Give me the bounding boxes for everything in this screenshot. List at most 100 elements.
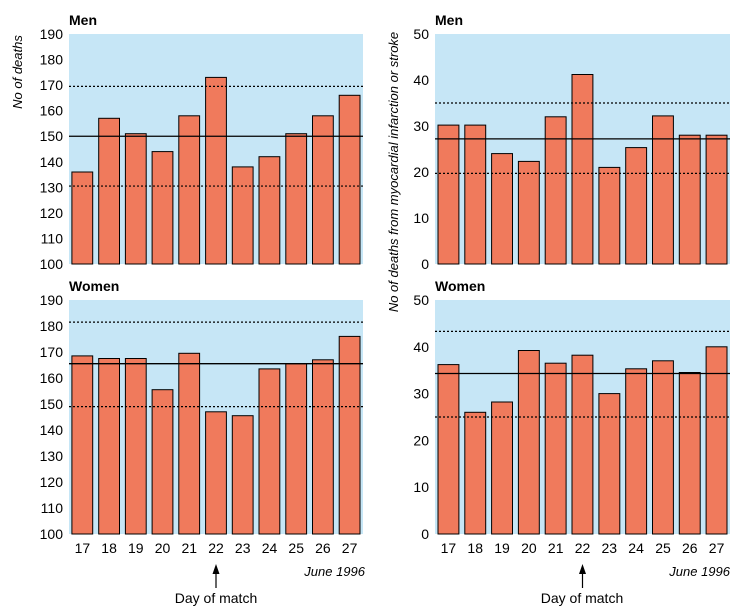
- men-mi-stroke-bar-22: [571, 74, 594, 265]
- women-deaths-xtick-label: 22: [208, 540, 224, 556]
- date-note-right: June 1996: [668, 564, 730, 579]
- women-deaths-bar-17: [71, 355, 94, 535]
- women-deaths-bar-23: [231, 415, 254, 535]
- men-deaths-ytick-label: 160: [40, 103, 64, 119]
- women-deaths-xtick-label: 18: [101, 540, 117, 556]
- women-deaths-bar-26: [312, 359, 334, 535]
- women-deaths-xtick-label: 24: [262, 540, 278, 556]
- women-deaths-ytick-label: 180: [40, 318, 64, 334]
- women-mi-stroke-xtick-label: 19: [494, 540, 510, 556]
- women-deaths-ytick-label: 150: [40, 396, 64, 412]
- women-mi-stroke-ytick-label: 50: [413, 292, 429, 308]
- women-deaths-ytick-label: 130: [40, 448, 64, 464]
- men-mi-stroke-title: Men: [435, 12, 463, 28]
- men-deaths-bar-22: [205, 76, 227, 265]
- men-deaths-ytick-label: 190: [40, 26, 64, 42]
- men-deaths-ytick-label: 170: [40, 77, 64, 93]
- women-mi-stroke-bar-19: [491, 401, 514, 535]
- women-mi-stroke-xtick-label: 18: [467, 540, 483, 556]
- women-mi-stroke-xtick-label: 17: [441, 540, 457, 556]
- men-deaths-bar-23: [231, 166, 254, 265]
- men-mi-stroke-ytick-label: 20: [413, 164, 429, 180]
- women-deaths-ytick-label: 170: [40, 344, 64, 360]
- match-arrow-head-right: [579, 564, 586, 574]
- women-mi-stroke-ytick-label: 0: [421, 526, 429, 542]
- women-deaths-panel: Women 100 110 120 130 140 150 160 170 180 190 17 18 1…: [40, 278, 363, 556]
- men-mi-stroke-bar-18: [464, 124, 487, 265]
- women-deaths-xtick-label: 17: [75, 540, 91, 556]
- men-deaths-panel: Men 100 110 120 130 140 150 160 170 180 190: [40, 12, 363, 272]
- women-mi-stroke-ytick-label: 40: [413, 339, 429, 355]
- men-mi-stroke-bar-20: [517, 160, 540, 265]
- women-deaths-xtick-label: 25: [288, 540, 304, 556]
- women-deaths-bar-25: [285, 363, 308, 535]
- right-y-axis-label: No of deaths from myocardial infarction …: [386, 32, 401, 312]
- men-mi-stroke-ytick-label: 50: [413, 26, 429, 42]
- date-note-left: June 1996: [303, 564, 365, 579]
- women-deaths-ytick-label: 160: [40, 370, 64, 386]
- women-mi-stroke-ytick-label: 10: [413, 479, 429, 495]
- men-deaths-bar-25: [285, 133, 308, 265]
- men-mi-stroke-bar-23: [598, 166, 621, 265]
- men-deaths-ytick-label: 130: [40, 179, 64, 195]
- men-deaths-bar-26: [312, 115, 334, 265]
- women-deaths-xtick-label: 20: [155, 540, 171, 556]
- women-deaths-xtick-label: 26: [315, 540, 331, 556]
- women-deaths-bar-19: [124, 358, 147, 535]
- women-deaths-bar-22: [205, 411, 227, 535]
- match-arrow-head-left: [212, 564, 220, 574]
- men-mi-stroke-ytick-label: 0: [421, 256, 429, 272]
- women-mi-stroke-ytick-label: 20: [413, 432, 429, 448]
- match-label-right: Day of match: [541, 590, 623, 606]
- women-mi-stroke-xtick-label: 21: [548, 540, 564, 556]
- women-deaths-xtick-label: 19: [128, 540, 144, 556]
- men-deaths-bar-21: [178, 115, 201, 265]
- women-mi-stroke-xtick-label: 24: [628, 540, 644, 556]
- women-mi-stroke-bar-17: [437, 364, 460, 535]
- women-deaths-ytick-label: 140: [40, 422, 64, 438]
- women-mi-stroke-ytick-label: 30: [413, 386, 429, 402]
- men-deaths-ytick-label: 110: [41, 230, 64, 246]
- women-deaths-bar-27: [338, 335, 361, 535]
- women-deaths-xtick-label: 23: [235, 540, 251, 556]
- men-mi-stroke-ytick-label: 10: [413, 210, 429, 226]
- women-deaths-bar-24: [258, 368, 281, 535]
- women-deaths-ytick-label: 190: [40, 292, 64, 308]
- women-deaths-bar-18: [98, 358, 120, 535]
- men-deaths-bar-24: [258, 156, 281, 265]
- men-deaths-ytick-label: 100: [40, 256, 64, 272]
- men-mi-stroke-bar-24: [625, 147, 648, 265]
- women-deaths-ytick-label: 120: [40, 474, 64, 490]
- women-mi-stroke-bar-20: [517, 350, 540, 535]
- men-mi-stroke-ytick-label: 30: [413, 118, 429, 134]
- women-deaths-bar-21: [178, 352, 201, 535]
- women-mi-stroke-bar-21: [544, 362, 567, 535]
- women-mi-stroke-bar-18: [464, 411, 487, 535]
- women-mi-stroke-bar-27: [705, 346, 728, 535]
- men-deaths-bar-17: [71, 171, 94, 265]
- women-mi-stroke-panel: Women 0 10 20 30 40 50 17 18 19 20 21 22 23 24 25 26 27: [413, 278, 730, 556]
- men-deaths-title: Men: [69, 12, 97, 28]
- women-mi-stroke-xtick-label: 27: [709, 540, 725, 556]
- women-deaths-bar-20: [151, 389, 174, 535]
- women-mi-stroke-xtick-label: 25: [655, 540, 671, 556]
- men-mi-stroke-bar-19: [491, 153, 514, 265]
- women-mi-stroke-xtick-label: 22: [575, 540, 591, 556]
- women-mi-stroke-bar-26: [678, 372, 701, 535]
- men-deaths-ytick-label: 140: [40, 154, 64, 170]
- match-label-left: Day of match: [175, 590, 257, 606]
- men-mi-stroke-bar-27: [705, 134, 728, 265]
- men-mi-stroke-panel: Men 0 10 20 30 40 50: [413, 12, 730, 272]
- men-mi-stroke-bar-26: [678, 134, 701, 265]
- left-y-axis-label: No of deaths: [10, 35, 25, 109]
- women-mi-stroke-bar-23: [598, 393, 621, 535]
- men-deaths-ytick-label: 150: [40, 128, 64, 144]
- men-deaths-bar-20: [151, 151, 174, 265]
- women-deaths-title: Women: [69, 278, 119, 294]
- panels: Men100110120130140150160170180190Men0102…: [40, 12, 730, 556]
- men-mi-stroke-ytick-label: 40: [413, 72, 429, 88]
- women-mi-stroke-title: Women: [435, 278, 485, 294]
- men-deaths-bar-19: [124, 133, 147, 265]
- women-mi-stroke-xtick-label: 26: [682, 540, 698, 556]
